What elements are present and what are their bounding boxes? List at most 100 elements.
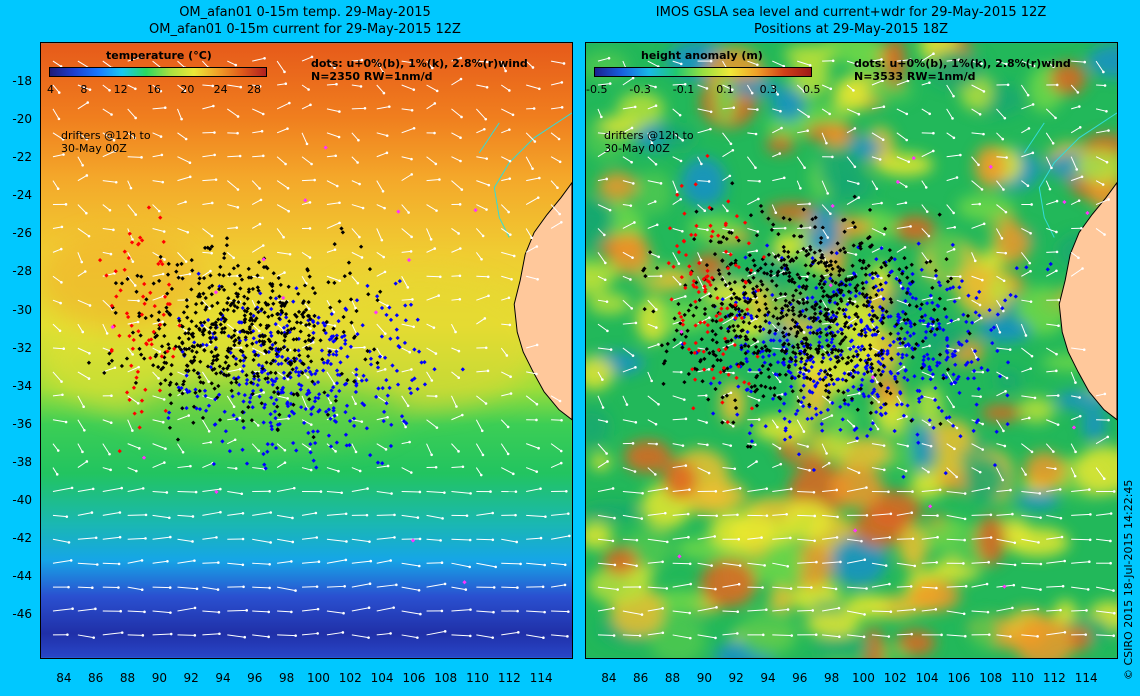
current-vector	[351, 419, 362, 423]
current-vector-head	[87, 377, 91, 380]
drifter-dot-black	[721, 235, 726, 240]
drifter-dot-blue	[388, 317, 394, 323]
drifter-dot-black	[776, 395, 782, 400]
drifter-dot-blue	[294, 366, 299, 371]
drifter-dot-blue	[327, 337, 332, 342]
drifter-dot-black	[897, 278, 902, 283]
sla-anomaly-patch	[617, 91, 665, 127]
current-vector-head	[135, 469, 138, 473]
current-vector	[672, 536, 689, 540]
current-vector-head	[236, 131, 239, 135]
current-vector	[896, 562, 915, 567]
drifter-dot-black	[765, 287, 770, 292]
drifter-dot-black	[125, 276, 130, 282]
current-vector-head	[536, 196, 540, 199]
current-vector-head	[129, 186, 133, 190]
drifter-dot-black	[352, 334, 358, 339]
drifter-dot-red	[677, 311, 682, 316]
drifter-dot-black	[124, 356, 130, 361]
current-vector-head	[807, 115, 810, 118]
current-vector-head	[714, 636, 717, 640]
drifter-dot-blue	[397, 345, 402, 350]
drifter-dot-blue	[344, 307, 349, 312]
current-vector-head	[952, 211, 955, 215]
current-vector-head	[214, 178, 218, 181]
current-vector	[127, 180, 132, 189]
drifter-dot-blue	[843, 307, 848, 312]
current-vector-head	[790, 634, 794, 637]
current-vector	[672, 583, 691, 588]
sla-anomaly-patch	[815, 207, 840, 254]
current-vector-head	[558, 399, 562, 403]
current-vector	[647, 538, 668, 543]
current-vector	[672, 395, 685, 401]
drifter-dot-blue	[368, 356, 374, 361]
current-vector	[946, 297, 960, 301]
current-vector	[1046, 560, 1065, 564]
current-vector	[672, 83, 686, 86]
lon-tick-label: 90	[151, 671, 167, 685]
current-vector	[426, 583, 446, 588]
sla-anomaly-patch	[753, 415, 812, 442]
drifter-dot-black	[763, 313, 768, 318]
drifter-dot-blue	[773, 372, 778, 377]
current-vector-head	[434, 352, 438, 355]
current-vector	[797, 130, 808, 134]
drifter-dot-blue	[903, 321, 909, 326]
current-vector-head	[443, 582, 447, 586]
drifter-dot-black	[889, 356, 894, 361]
drifter-dot-black	[240, 349, 245, 354]
current-vector	[1046, 631, 1065, 636]
current-vector-head	[354, 306, 357, 310]
current-vector	[376, 536, 395, 540]
current-vector	[1046, 347, 1057, 355]
current-vector	[102, 419, 112, 424]
current-vector-head	[363, 107, 367, 110]
drifter-dot-black	[932, 307, 937, 312]
drifter-dot-black	[162, 322, 167, 327]
lon-tick-label: 114	[1074, 671, 1098, 685]
drifter-dot-blue	[315, 429, 320, 434]
current-vector-head	[458, 274, 462, 278]
current-vector-head	[217, 561, 220, 564]
drifter-dot-black	[786, 332, 792, 337]
right-colorbar	[594, 67, 812, 77]
drifter-dot-blue	[313, 395, 318, 400]
current-vector-head	[67, 585, 70, 589]
current-vector	[351, 583, 371, 588]
current-vector	[152, 107, 166, 110]
current-vector	[401, 276, 409, 288]
current-vector-head	[705, 87, 709, 90]
current-vector	[401, 127, 415, 134]
current-vector	[672, 156, 682, 162]
current-vector-head	[1109, 539, 1112, 543]
drifter-dot-black	[797, 300, 802, 306]
drifter-dot-black	[749, 384, 754, 390]
current-vector	[252, 511, 271, 516]
sla-anomaly-patch	[739, 607, 799, 658]
drifter-dot-blue	[422, 382, 428, 387]
current-vector-head	[410, 235, 413, 239]
drifter-dot-black	[275, 404, 280, 409]
drifter-dot-black	[177, 318, 182, 323]
current-vector-head	[94, 607, 97, 611]
drifter-dot-red	[721, 365, 727, 371]
current-vector	[252, 84, 261, 87]
credit-text: © CSIRO 2015 18-Jul-2015 14:22:45	[1122, 479, 1135, 680]
current-vector	[52, 299, 61, 304]
current-vector	[376, 490, 392, 495]
current-vector-head	[655, 326, 658, 329]
current-vector	[722, 204, 728, 212]
current-vector-head	[928, 81, 931, 85]
drifter-dot-black	[708, 238, 713, 244]
current-vector-head	[638, 634, 642, 637]
drifter-dot-black	[729, 230, 734, 235]
drifter-dot-black	[337, 299, 342, 304]
current-vector-head	[468, 634, 472, 638]
current-vector-head	[94, 536, 98, 540]
drifter-dot-blue	[250, 388, 256, 394]
drifter-dot-blue	[979, 365, 984, 371]
current-vector	[846, 538, 862, 542]
drifter-dot-blue	[921, 318, 926, 323]
drifter-dot-blue	[933, 385, 938, 391]
